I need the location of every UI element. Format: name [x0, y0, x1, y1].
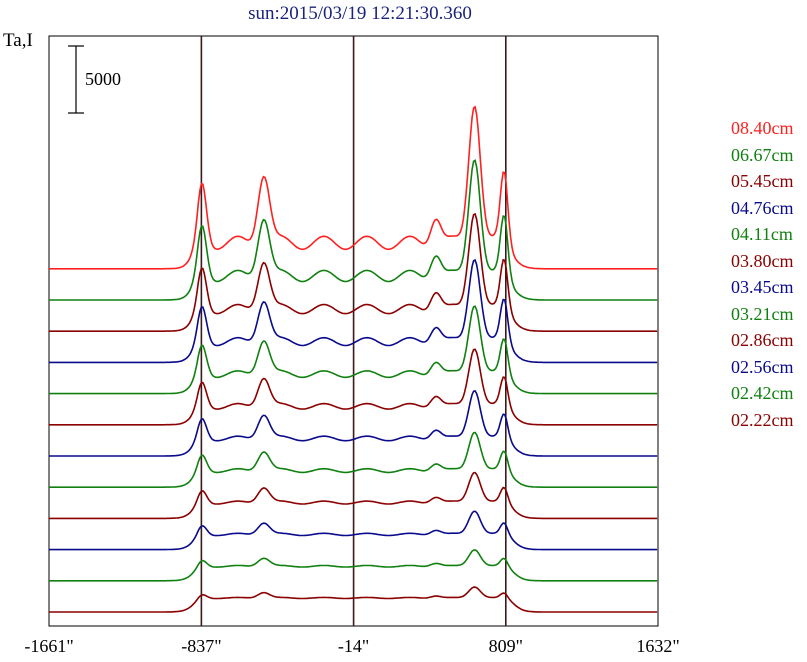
x-tick-label: 1632"	[636, 636, 680, 656]
series-line-04.76cm	[49, 259, 658, 364]
vertical-reference-lines	[200, 36, 507, 626]
series-line-03.45cm	[49, 389, 658, 457]
legend-entry: 06.67cm	[731, 144, 794, 165]
series-line-05.45cm	[49, 212, 658, 332]
y-axis-label: Ta,I	[3, 30, 33, 51]
scale-bar-label: 5000	[85, 69, 121, 89]
chart-title: sun:2015/03/19 12:21:30.360	[248, 3, 472, 24]
legend-entry: 04.11cm	[731, 224, 793, 244]
series-lines	[49, 105, 658, 613]
x-tick-label: -1661"	[24, 636, 74, 656]
x-tick-label: -837"	[181, 636, 222, 656]
x-tick-label: -14"	[337, 636, 370, 656]
series-line-02.56cm	[49, 510, 658, 551]
legend-entry: 03.21cm	[731, 303, 794, 324]
series-line-02.22cm	[49, 586, 658, 613]
series-line-03.21cm	[49, 431, 658, 488]
x-tick-label: 809"	[488, 636, 523, 656]
series-line-03.80cm	[49, 348, 658, 426]
series-line-02.86cm	[49, 471, 658, 520]
series-line-02.42cm	[49, 549, 658, 582]
legend-entry: 02.22cm	[731, 409, 794, 430]
legend-entry: 08.40cm	[731, 118, 794, 138]
legend-entry: 02.42cm	[731, 383, 794, 403]
series-line-04.11cm	[49, 305, 658, 395]
legend-entry: 02.56cm	[731, 356, 794, 377]
legend-entry: 04.76cm	[731, 197, 794, 218]
legend-entry: 03.45cm	[731, 277, 794, 297]
legend-entry: 02.86cm	[731, 330, 794, 350]
legend-entry: 05.45cm	[731, 171, 794, 191]
legend-entry: 03.80cm	[731, 250, 794, 271]
series-line-06.67cm	[49, 159, 658, 301]
series-line-08.40cm	[49, 105, 658, 270]
scale-bar: 5000	[68, 45, 121, 114]
